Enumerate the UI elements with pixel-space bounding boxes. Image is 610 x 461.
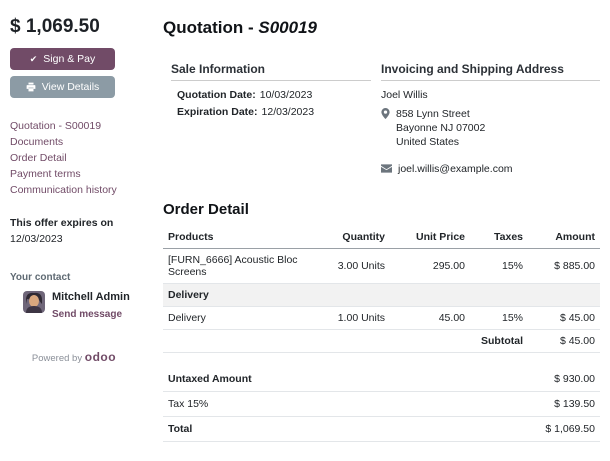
page-title-prefix: Quotation - xyxy=(163,18,259,37)
customer-name: Joel Willis xyxy=(381,89,428,101)
subtotal-value: $ 45.00 xyxy=(528,329,600,353)
offer-expiry: This offer expires on 12/03/2023 xyxy=(10,216,163,248)
order-line-row: Delivery 1.00 Units 45.00 15% $ 45.00 xyxy=(163,306,600,330)
address-country: United States xyxy=(396,136,460,149)
product-taxes: 15% xyxy=(470,306,528,330)
contact-card: Mitchell Admin Send message xyxy=(23,290,163,322)
contact-info: Mitchell Admin Send message xyxy=(52,291,130,322)
powered-by: Powered by odoo xyxy=(10,350,138,364)
main-content: Quotation - S00019 Sale Information Quot… xyxy=(163,0,610,461)
sidebar-item-payment-terms[interactable]: Payment terms xyxy=(10,168,81,180)
tax-label: Tax 15% xyxy=(163,391,430,417)
section-name: Delivery xyxy=(163,283,600,307)
column-taxes: Taxes xyxy=(470,225,528,249)
total-value: $ 1,069.50 xyxy=(429,416,600,442)
quotation-date-label: Quotation Date: xyxy=(177,89,256,101)
postal-address-lines: 858 Lynn Street Bayonne NJ 07002 United … xyxy=(396,107,485,150)
sign-pay-label: Sign & Pay xyxy=(43,53,96,65)
order-table-header-row: Products Quantity Unit Price Taxes Amoun… xyxy=(163,225,600,249)
untaxed-amount-value: $ 930.00 xyxy=(429,366,600,392)
column-unit-price: Unit Price xyxy=(390,225,470,249)
tax-row: Tax 15% $ 139.50 xyxy=(163,391,600,417)
sidebar-item-communication-history[interactable]: Communication history xyxy=(10,184,117,196)
location-pin-icon xyxy=(381,108,390,150)
sale-information-section: Sale Information Quotation Date: 10/03/20… xyxy=(171,62,371,175)
sidebar-item-documents[interactable]: Documents xyxy=(10,136,64,148)
envelope-icon xyxy=(381,164,392,173)
expiration-date-value: 12/03/2023 xyxy=(261,106,315,118)
section-subtotal-row: Subtotal $ 45.00 xyxy=(163,329,600,353)
product-name: [FURN_6666] Acoustic Bloc Screens xyxy=(163,248,310,284)
product-amount: $ 885.00 xyxy=(528,248,600,284)
untaxed-amount-label: Untaxed Amount xyxy=(163,366,430,392)
page-title-reference: S00019 xyxy=(258,18,317,37)
avatar xyxy=(23,290,45,313)
sidebar-item-order-detail[interactable]: Order Detail xyxy=(10,152,67,164)
product-unit-price: 295.00 xyxy=(390,248,470,284)
product-unit-price: 45.00 xyxy=(390,306,470,330)
sign-pay-button[interactable]: ✔ Sign & Pay xyxy=(10,48,115,70)
quotation-date-row: Quotation Date: 10/03/2023 xyxy=(177,89,371,101)
invoicing-shipping-title: Invoicing and Shipping Address xyxy=(381,62,600,81)
printer-icon xyxy=(26,82,36,92)
column-quantity: Quantity xyxy=(310,225,390,249)
powered-by-text: Powered by xyxy=(31,352,83,364)
total-label: Total xyxy=(163,416,430,442)
sidebar: $ 1,069.50 ✔ Sign & Pay View Details Quo… xyxy=(0,0,163,461)
odoo-logo[interactable]: odoo xyxy=(84,349,117,364)
sale-information-title: Sale Information xyxy=(171,62,371,81)
untaxed-amount-row: Untaxed Amount $ 930.00 xyxy=(163,366,600,392)
order-section-row: Delivery xyxy=(163,283,600,307)
product-taxes: 15% xyxy=(470,248,528,284)
expiration-date-label: Expiration Date: xyxy=(177,106,258,118)
total-amount: $ 1,069.50 xyxy=(10,16,100,37)
quotation-date-value: 10/03/2023 xyxy=(259,89,313,101)
subtotal-spacer xyxy=(163,329,470,353)
your-contact-label: Your contact xyxy=(10,271,71,283)
product-name: Delivery xyxy=(163,306,310,330)
totals-table: Untaxed Amount $ 930.00 Tax 15% $ 139.50… xyxy=(163,366,600,442)
customer-email[interactable]: joel.willis@example.com xyxy=(398,162,513,175)
order-lines-table: Products Quantity Unit Price Taxes Amoun… xyxy=(163,225,600,353)
subtotal-label: Subtotal xyxy=(470,329,528,353)
page-title: Quotation - S00019 xyxy=(163,18,600,38)
product-quantity: 3.00 Units xyxy=(310,248,390,284)
expiration-date-row: Expiration Date: 12/03/2023 xyxy=(177,106,371,118)
address-city: Bayonne NJ 07002 xyxy=(396,122,486,135)
product-quantity: 1.00 Units xyxy=(310,306,390,330)
order-detail-title: Order Detail xyxy=(163,200,249,218)
email-row: joel.willis@example.com xyxy=(381,163,600,175)
column-products: Products xyxy=(163,225,310,249)
address-street: 858 Lynn Street xyxy=(396,108,470,120)
invoicing-shipping-section: Invoicing and Shipping Address Joel Will… xyxy=(381,62,600,175)
info-columns: Sale Information Quotation Date: 10/03/20… xyxy=(163,62,600,175)
sidebar-item-quotation[interactable]: Quotation - S00019 xyxy=(10,120,102,132)
check-icon: ✔ xyxy=(29,53,38,64)
offer-expiry-date: 12/03/2023 xyxy=(10,232,63,245)
contact-name: Mitchell Admin xyxy=(52,290,130,303)
total-row: Total $ 1,069.50 xyxy=(163,416,600,442)
sidebar-nav: Quotation - S00019 Documents Order Detai… xyxy=(10,120,163,196)
send-message-link[interactable]: Send message xyxy=(52,308,123,320)
product-amount: $ 45.00 xyxy=(528,306,600,330)
postal-address: 858 Lynn Street Bayonne NJ 07002 United … xyxy=(381,107,600,150)
offer-expiry-label: This offer expires on xyxy=(10,217,114,229)
view-details-label: View Details xyxy=(41,81,100,93)
column-amount: Amount xyxy=(528,225,600,249)
order-line-row: [FURN_6666] Acoustic Bloc Screens 3.00 U… xyxy=(163,248,600,284)
view-details-button[interactable]: View Details xyxy=(10,76,115,98)
tax-value: $ 139.50 xyxy=(429,391,600,417)
